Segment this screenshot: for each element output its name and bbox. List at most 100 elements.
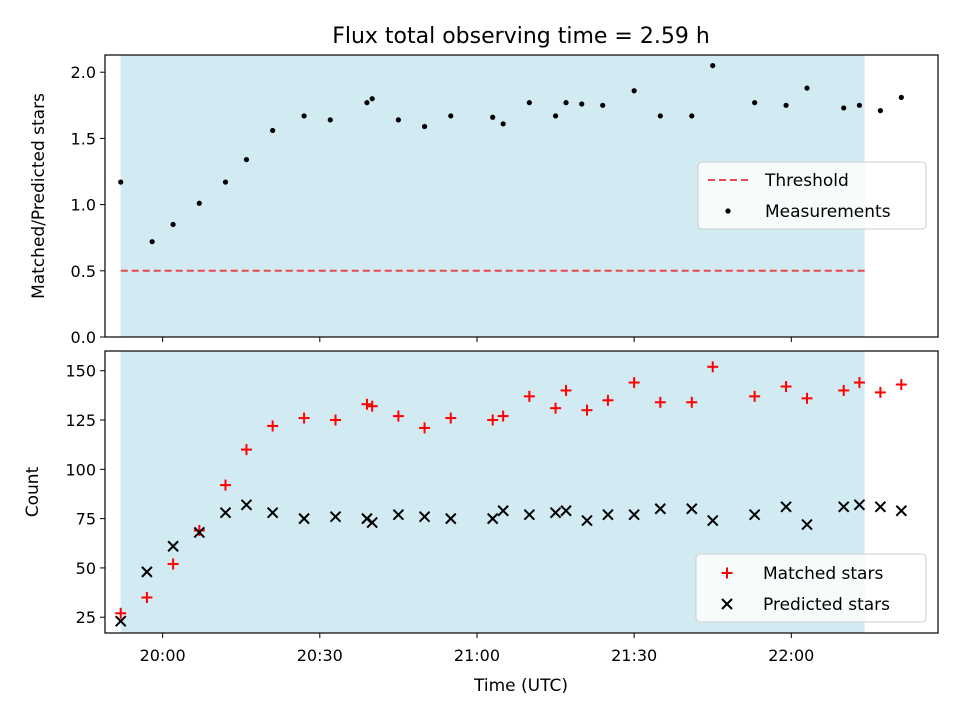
- predicted-star-point: [392, 508, 405, 521]
- x-tick-label: 20:00: [140, 646, 186, 665]
- matched-star-point: [267, 420, 279, 432]
- y-tick-label: 100: [65, 460, 96, 479]
- measurement-point: [222, 179, 229, 185]
- predicted-star-marker-b: [497, 505, 509, 517]
- matched-star-point: [219, 479, 231, 491]
- predicted-star-marker-b: [853, 499, 866, 511]
- predicted-star-marker-b: [874, 501, 887, 513]
- predicted-star-point: [853, 499, 866, 511]
- matched-star-point: [560, 384, 572, 396]
- measurement-point: [526, 100, 532, 106]
- top-legend: Threshold Measurements: [697, 161, 927, 230]
- predicted-star-marker-b: [219, 506, 232, 519]
- y-tick-label: 125: [65, 411, 96, 430]
- legend-measurements-label: Measurements: [765, 202, 891, 222]
- measurement-point: [448, 113, 454, 119]
- x-tick-label: 22:00: [768, 646, 814, 665]
- matched-star-point: [801, 392, 813, 404]
- matched-star-point: [895, 379, 907, 391]
- predicted-star-marker-b: [366, 516, 378, 529]
- top-legend-box: [697, 161, 927, 230]
- chart-title: Flux total observing time = 2.59 h: [332, 24, 710, 49]
- y-tick-label: 0.5: [71, 262, 96, 281]
- bottom-legend: Matched stars Predicted stars: [695, 553, 927, 623]
- predicted-star-point: [240, 499, 253, 511]
- matched-star-point: [115, 607, 127, 619]
- matched-star-point: [780, 380, 792, 392]
- measurement-point: [243, 156, 250, 163]
- measurement-point: [600, 102, 606, 108]
- measurement-point: [395, 117, 401, 123]
- predicted-star-point: [654, 503, 667, 515]
- legend-measurements-swatch: [725, 208, 731, 214]
- predicted-star-marker-b: [298, 512, 310, 525]
- measurement-point: [170, 221, 176, 228]
- y-tick-label: 50: [76, 559, 96, 578]
- measurement-point: [631, 88, 637, 94]
- bottom-x-ticks: 20:00 20:30 21:00 21:30 22:00: [140, 633, 814, 665]
- y-tick-label: 1.5: [71, 129, 96, 148]
- predicted-star-marker-b: [141, 566, 153, 578]
- y-tick-label: 150: [65, 362, 96, 381]
- predicted-star-marker-b: [418, 510, 431, 523]
- predicted-star-marker-b: [445, 512, 457, 525]
- bottom-panel: 25 50 75 100 125 150 20:00 20:30 21:00 21:30 22:0…: [23, 350, 939, 696]
- predicted-star-point: [895, 505, 908, 517]
- matched-star-point: [392, 410, 404, 422]
- matched-star-point: [193, 524, 205, 536]
- predicted-star-point: [628, 508, 640, 521]
- predicted-star-marker-b: [748, 508, 761, 521]
- matched-star-point: [686, 396, 698, 408]
- predicted-star-point: [549, 506, 562, 519]
- y-tick-label: 0.0: [71, 328, 96, 347]
- measurement-point: [710, 62, 716, 69]
- predicted-star-point: [167, 540, 179, 552]
- measurement-point: [804, 85, 810, 91]
- predicted-star-point: [686, 503, 698, 515]
- legend-predicted-swatch: [721, 598, 733, 610]
- matched-star-point: [298, 412, 310, 424]
- measurement-point: [657, 113, 663, 119]
- predicted-star-point: [602, 508, 614, 521]
- matched-star-point: [654, 396, 666, 408]
- predicted-star-point: [837, 501, 850, 513]
- bottom-y-axis-label: Count: [23, 466, 43, 517]
- predicted-star-point: [707, 514, 719, 527]
- x-tick-label: 21:00: [454, 646, 500, 665]
- x-axis-label: Time (UTC): [473, 676, 568, 696]
- measurement-point: [327, 117, 333, 123]
- top-axes-frame: [104, 54, 939, 338]
- predicted-star-point: [780, 501, 792, 513]
- y-tick-label: 25: [76, 608, 96, 627]
- matched-star-point: [628, 377, 640, 389]
- predicted-star-point: [874, 501, 887, 513]
- predicted-star-marker-b: [167, 540, 179, 552]
- predicted-star-marker-b: [392, 508, 405, 521]
- legend-threshold-label: Threshold: [764, 171, 849, 191]
- measurement-point: [579, 101, 585, 107]
- matched-star-point: [361, 398, 373, 410]
- legend-predicted-label: Predicted stars: [763, 595, 890, 615]
- bottom-legend-box: [695, 553, 927, 623]
- measurement-point: [301, 113, 307, 119]
- matched-star-point: [141, 592, 153, 604]
- matched-star-point: [707, 361, 719, 373]
- bottom-axes-frame: [104, 350, 939, 634]
- predicted-star-marker-b: [837, 501, 850, 513]
- predicted-star-point: [219, 506, 232, 519]
- y-tick-label: 2.0: [71, 63, 96, 82]
- x-tick-label: 21:30: [611, 646, 657, 665]
- predicted-star-marker-b: [193, 526, 206, 539]
- top-y-axis-label: Matched/Predicted stars: [29, 93, 49, 299]
- predicted-star-marker-b: [115, 615, 127, 627]
- matched-star-point: [497, 410, 509, 422]
- y-tick-label: 1.0: [71, 196, 96, 215]
- measurement-point: [270, 127, 276, 134]
- matched-star-point: [167, 558, 179, 570]
- measurement-point: [856, 102, 863, 108]
- top-panel: 0.00.51.01.52.0 Matched/Predicted stars …: [29, 54, 939, 347]
- measurement-point: [364, 100, 370, 106]
- matched-star-point: [419, 422, 431, 434]
- predicted-star-point: [115, 615, 127, 627]
- predicted-star-point: [193, 526, 206, 539]
